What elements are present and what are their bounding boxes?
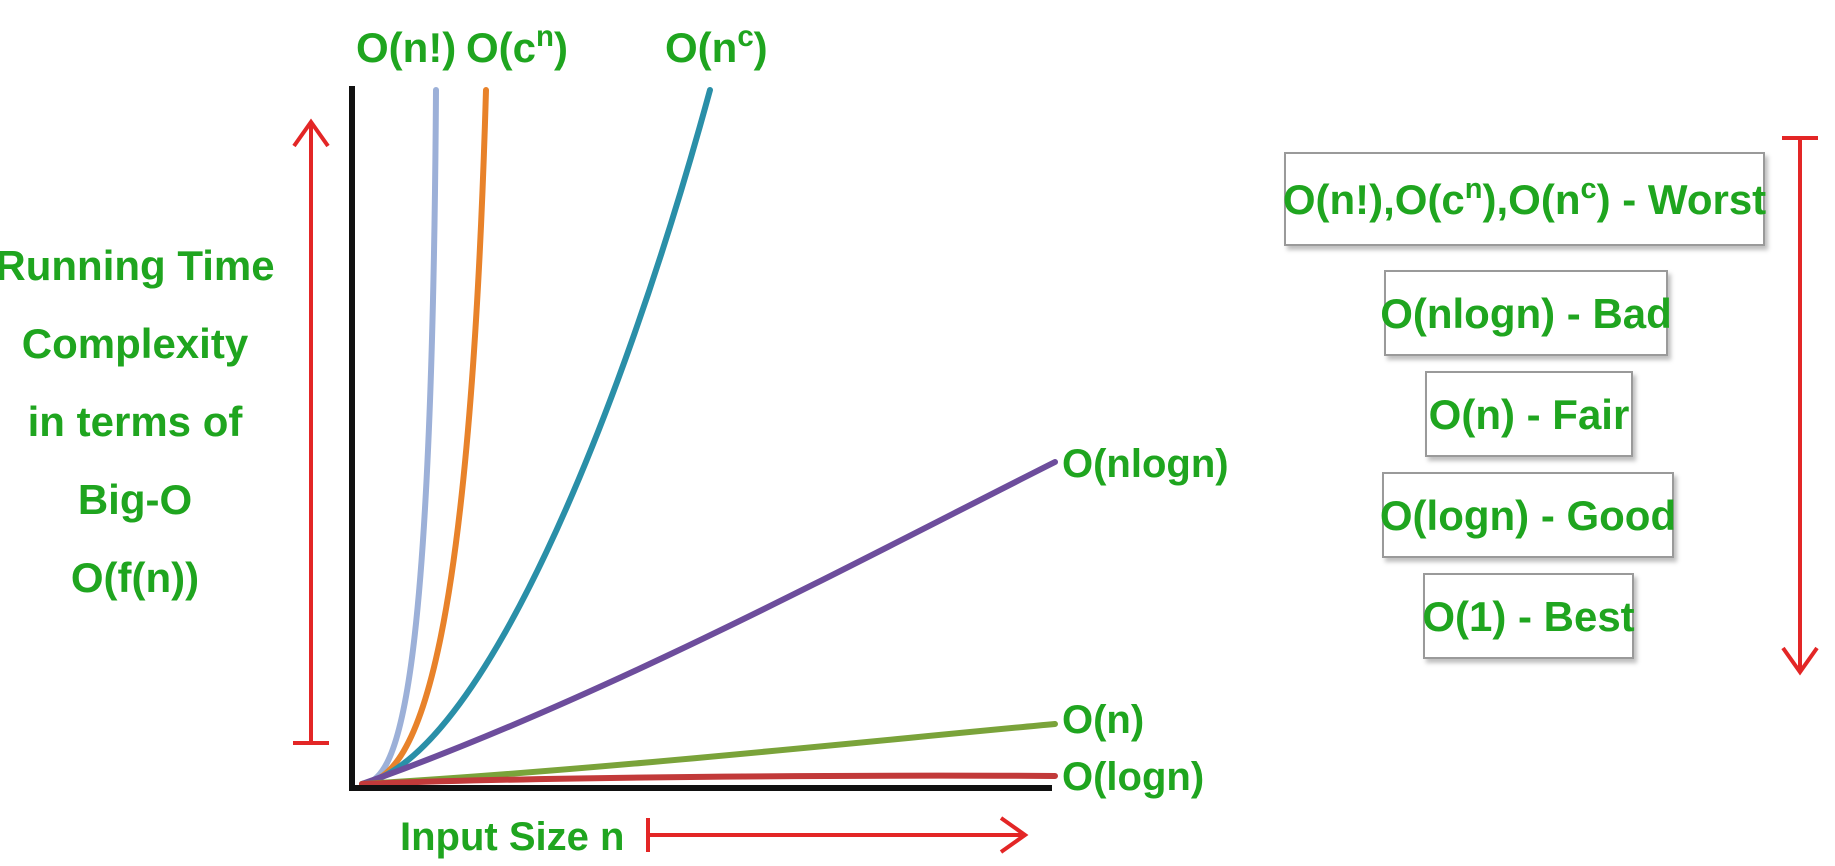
legend-item: O(logn) - Good [1380,472,1676,558]
legend-box [1425,371,1633,457]
legend-item: O(n!),O(cn),O(nc) - Worst [1283,152,1766,246]
y-range-arrow [292,118,330,745]
legend-item: O(n) - Fair [1425,371,1633,457]
y-axis-label-line: in terms of [28,398,244,445]
legend-item: O(1) - Best [1422,573,1635,659]
series-label-polynomial: O(nc) [665,20,768,71]
legend-text: O(logn) - Good [1380,492,1676,539]
series-label-factorial: O(n!) [356,24,456,71]
series-labels: O(n!) O(cn) O(nc) O(nlogn) O(n) O(logn) [356,20,1229,799]
y-axis-label-line: O(f(n)) [71,554,199,601]
legend-box [1384,270,1668,356]
series-label-linearithmic: O(nlogn) [1062,442,1229,486]
y-axis-label: Running Time Complexity in terms of Big-O O(… [0,242,275,601]
series-line-polynomial [359,87,713,787]
legend-text: O(1) - Best [1422,593,1634,640]
x-range-arrow [646,816,1029,854]
series-line-logarithmic [359,772,1058,787]
y-axis-label-line: Running Time [0,242,275,289]
legend-box [1382,472,1674,558]
series-line-linear [359,721,1058,787]
legend-range-arrow [1781,136,1819,676]
legend-text: O(n!),O(cn),O(nc) - Worst [1283,173,1766,223]
series-label-linear: O(n) [1062,698,1144,742]
series-label-exponential: O(cn) [466,20,568,71]
y-axis-label-line: Big-O [78,476,192,523]
legend-text: O(n) - Fair [1429,391,1630,438]
series-line-linearithmic [359,459,1058,787]
arrow-head [292,118,330,148]
arrow-head [1781,646,1819,676]
x-axis-label: Input Size n [400,815,624,859]
legend-item: O(nlogn) - Bad [1380,270,1672,356]
legend-box [1284,152,1765,246]
legend-text: O(nlogn) - Bad [1380,290,1672,337]
legend-box [1423,573,1634,659]
arrow-head [999,816,1029,854]
series-line-factorial [359,87,439,787]
series-curves [359,87,1058,787]
legend: O(n!),O(cn),O(nc) - Worst O(nlogn) - Bad O… [1283,152,1766,659]
y-axis-label-line: Complexity [22,320,249,367]
series-label-logarithmic: O(logn) [1062,755,1204,799]
series-line-exponential [359,87,489,787]
